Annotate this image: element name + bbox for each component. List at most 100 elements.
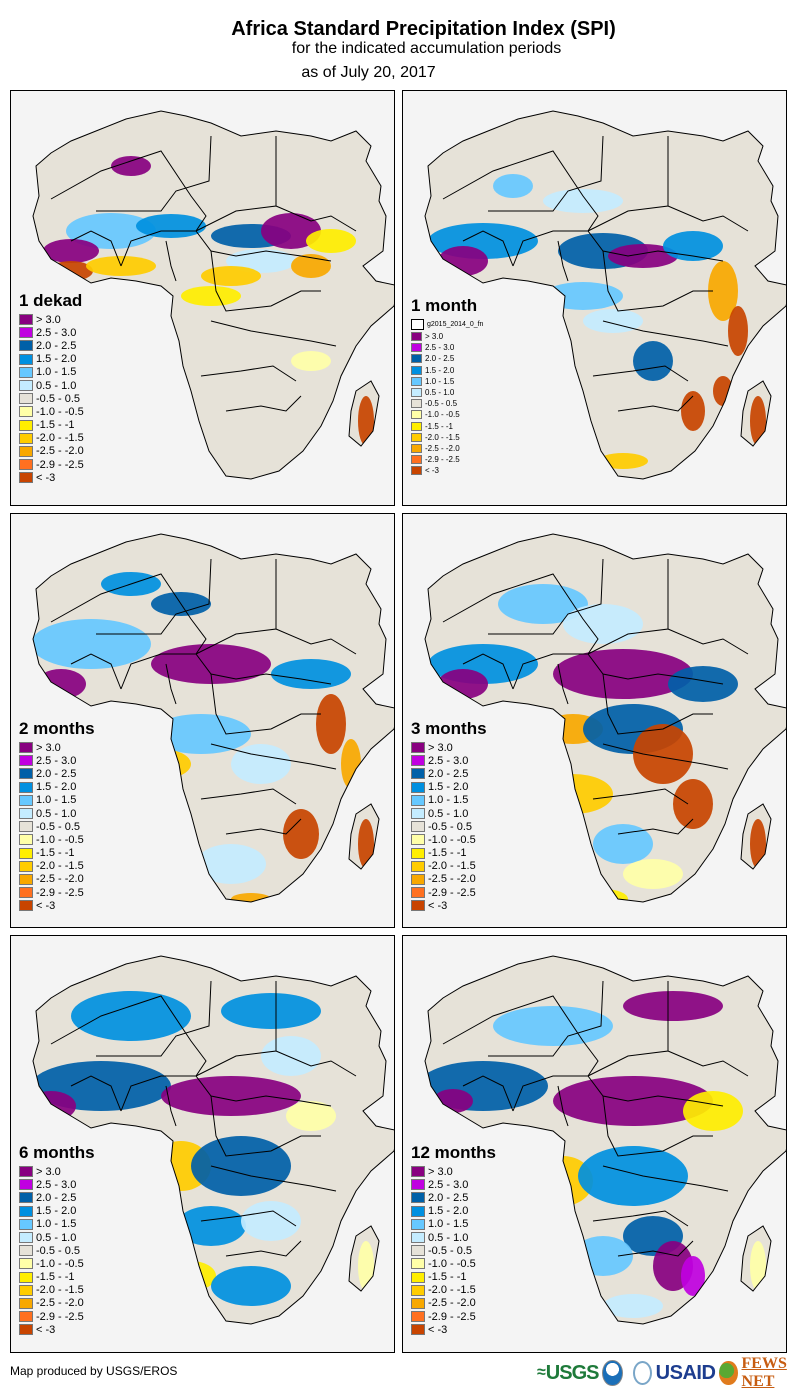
legend-swatch: [411, 847, 425, 859]
spi-region: [425, 1061, 548, 1111]
legend-item: -0.5 - 0.5: [411, 1244, 496, 1257]
legend-swatch: [19, 419, 33, 431]
legend-label: -2.5 - -2.0: [36, 445, 84, 458]
legend-item: > 3.0: [411, 1165, 496, 1178]
legend-item: > 3.0: [19, 741, 95, 754]
country-border: [587, 981, 669, 1077]
spi-region: [341, 739, 361, 789]
legend-label: 2.5 - 3.0: [36, 326, 77, 339]
legend-item: 0.5 - 1.0: [19, 1231, 95, 1244]
coastline: [424, 955, 786, 1325]
legend-swatch: [411, 860, 425, 872]
legend-item: -2.5 - -2.0: [411, 1297, 496, 1310]
legend-swatch: [411, 432, 422, 442]
country-border: [462, 1075, 514, 1112]
legend-label: < -3: [36, 471, 56, 484]
spi-region: [708, 261, 738, 321]
legend-item: 2.5 - 3.0: [411, 342, 483, 353]
legend-swatch: [411, 1192, 425, 1204]
legend-swatch: [19, 808, 33, 820]
country-border: [462, 653, 514, 690]
legend-label: 1.0 - 1.5: [425, 376, 455, 386]
spi-region: [681, 1256, 705, 1296]
legend-label: -2.5 - -2.0: [36, 1297, 84, 1310]
legend-label: -0.5 - 0.5: [36, 820, 81, 833]
country-border: [200, 1210, 297, 1227]
legend-swatch: [411, 365, 422, 375]
legend-label: 2.0 - 2.5: [36, 1191, 77, 1204]
panel-2-months: 2 months > 3.0 2.5 - 3.0 2.0 - 2.5 1.5 - 2.0…: [10, 513, 395, 928]
legend-label: 1.5 - 2.0: [36, 353, 77, 366]
legend-label: -0.5 - 0.5: [425, 399, 458, 409]
country-border: [195, 559, 277, 655]
legend-item: -1.5 - -1: [19, 419, 84, 432]
legend-swatch: [411, 421, 422, 431]
legend-label: 2.5 - 3.0: [36, 754, 77, 767]
country-border: [200, 788, 297, 805]
fews-globe-icon: [719, 1361, 738, 1385]
legend-swatch: [19, 1271, 33, 1283]
spi-region: [553, 649, 693, 699]
spi-region: [231, 893, 271, 902]
legend-swatch: [411, 1205, 425, 1217]
spi-region: [623, 859, 683, 889]
country-border: [488, 980, 604, 1057]
spi-region: [211, 1266, 291, 1306]
spi-region: [563, 604, 643, 644]
partner-logos: ≈ USGS USAID FEWS NET: [537, 1355, 797, 1390]
legend-label: -1.5 - -1: [36, 847, 75, 860]
legend-label: 2.5 - 3.0: [428, 1178, 469, 1191]
spi-region: [271, 659, 351, 689]
legend-item: -0.5 - 0.5: [19, 392, 84, 405]
spi-region: [201, 266, 261, 286]
legend-label: -0.5 - 0.5: [428, 1244, 473, 1257]
legend-item: > 3.0: [19, 313, 84, 326]
legend-item: 0.5 - 1.0: [411, 387, 483, 398]
legend-label: -2.5 - -2.0: [36, 873, 84, 886]
africa-map: [32, 955, 394, 1325]
legend-label: 2.0 - 2.5: [428, 767, 469, 780]
legend-label: 2.0 - 2.5: [36, 767, 77, 780]
spi-region: [33, 1091, 76, 1121]
legend-swatch: [411, 1311, 425, 1323]
spi-region: [291, 351, 331, 371]
country-border: [667, 205, 749, 232]
legend-item: 2.5 - 3.0: [19, 326, 84, 339]
spi-region: [608, 244, 678, 268]
legend-label: 1.0 - 1.5: [36, 366, 77, 379]
legend-label: 0.5 - 1.0: [36, 379, 77, 392]
fewsnet-logo: FEWS NET: [741, 1355, 787, 1390]
legend-label: -1.0 - -0.5: [36, 405, 84, 418]
legend-item: -2.9 - -2.5: [19, 886, 95, 899]
panel-title: 3 months: [411, 719, 487, 738]
country-border: [462, 230, 514, 267]
legend-label: > 3.0: [36, 1165, 61, 1178]
legend-label: -1.5 - -1: [428, 1271, 467, 1284]
legend-swatch: [19, 873, 33, 885]
legend-label: 1.5 - 2.0: [36, 1205, 77, 1218]
legend-swatch: [19, 327, 33, 339]
legend-label: -1.5 - -1: [36, 419, 75, 432]
legend-label: 1.5 - 2.0: [428, 1205, 469, 1218]
legend-item: < -3: [19, 1323, 95, 1336]
coastline: [32, 533, 394, 903]
legend-item: -2.5 - -2.0: [411, 873, 487, 886]
map-subtitle: for the indicated accumulation periods: [291, 40, 562, 57]
legend-swatch: [19, 340, 33, 352]
legend-item: 2.0 - 2.5: [411, 353, 483, 364]
coastline: [424, 110, 786, 480]
legend-swatch: [19, 1179, 33, 1191]
usgs-logo: ≈ USGS: [537, 1361, 599, 1384]
legend-item: -2.5 - -2.0: [19, 445, 84, 458]
legend-swatch: [411, 834, 425, 846]
usgs-wave-icon: ≈: [537, 1364, 546, 1381]
spi-region: [498, 584, 588, 624]
country-border: [557, 240, 569, 282]
legend-outline-swatch: [411, 319, 424, 330]
legend-label: -2.9 - -2.5: [428, 886, 476, 899]
legend-label: 2.0 - 2.5: [428, 1191, 469, 1204]
country-border: [602, 250, 713, 312]
legend-swatch: [19, 1311, 33, 1323]
country-border: [70, 1075, 122, 1112]
spi-region: [166, 1261, 216, 1291]
